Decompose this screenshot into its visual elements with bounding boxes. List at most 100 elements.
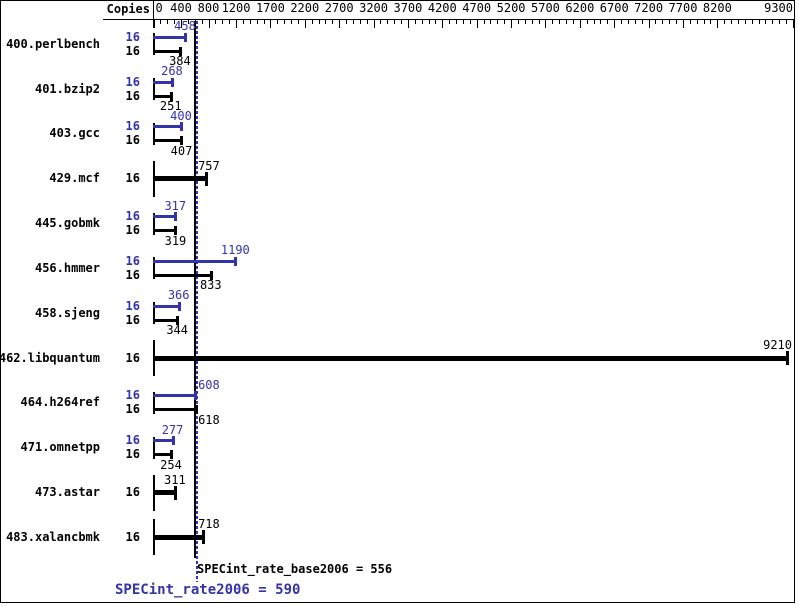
axis-minor-tick <box>497 20 499 24</box>
peak-value-label: 366 <box>167 288 190 303</box>
copies-value: 16 <box>125 253 140 268</box>
axis-major-tick <box>407 20 409 28</box>
axis-major-tick <box>579 20 581 28</box>
base-value-label: 9210 <box>763 338 793 353</box>
base-bar <box>152 453 171 457</box>
axis-minor-tick <box>572 20 574 24</box>
axis-minor-tick <box>387 20 389 24</box>
axis-minor-tick <box>263 20 265 24</box>
summary-peak-text: SPECint_rate2006 = 590 <box>115 582 301 598</box>
benchmark-label: 445.gobmk <box>34 216 100 231</box>
peak-value-label: 400 <box>170 108 192 123</box>
bar-start-serif <box>152 212 155 235</box>
benchmark-label: 471.omnetpp <box>20 440 100 455</box>
axis-minor-tick <box>215 20 217 24</box>
base-bar-cap <box>194 405 198 415</box>
peak-bar-cap <box>177 301 181 311</box>
axis-major-tick <box>373 20 375 28</box>
copies-value: 16 <box>125 447 140 462</box>
axis-minor-tick <box>758 20 760 24</box>
axis-tick-label: 0 <box>155 1 163 15</box>
axis-tick-label: 5700 <box>531 1 560 15</box>
axis-minor-tick <box>421 20 423 24</box>
axis-minor-tick <box>256 20 258 24</box>
axis-minor-tick <box>627 20 629 24</box>
peak-value-label: 268 <box>161 64 183 79</box>
peak-bar <box>152 80 172 84</box>
copies-value: 16 <box>125 223 140 238</box>
base-value-label: 718 <box>198 517 220 532</box>
base-bar <box>152 139 182 143</box>
axis-tick-label: 1700 <box>255 1 285 15</box>
axis-minor-tick <box>297 20 299 24</box>
benchmark-label: 458.sjeng <box>34 305 100 320</box>
axis-minor-tick <box>676 20 678 24</box>
axis-major-tick <box>545 20 547 28</box>
base-value-label: 319 <box>164 233 187 248</box>
axis-minor-tick <box>167 20 169 24</box>
benchmark-label: 456.hmmer <box>34 260 100 275</box>
axis-minor-tick <box>174 20 176 24</box>
copies-value: 16 <box>125 298 140 313</box>
base-bar-cap <box>174 226 178 236</box>
axis-minor-tick <box>538 20 540 24</box>
copies-value: 16 <box>125 485 140 499</box>
base-bar-cap <box>209 270 213 280</box>
axis-minor-tick <box>366 20 368 24</box>
peak-bar-cap <box>183 32 187 42</box>
axis-minor-tick <box>621 20 623 24</box>
copies-value: 16 <box>125 312 140 327</box>
axis-minor-tick <box>291 20 293 24</box>
base-bar <box>152 273 211 277</box>
copies-value: 16 <box>125 267 140 282</box>
benchmark-label: 462.libquantum <box>0 350 100 365</box>
axis-major-tick <box>442 20 444 28</box>
axis-tick-label: 400 <box>170 1 192 15</box>
axis-minor-tick <box>449 20 451 24</box>
axis-minor-tick <box>524 20 526 24</box>
axis-minor-tick <box>607 20 609 24</box>
base-value-label: 384 <box>169 54 191 69</box>
x-axis-line <box>103 19 794 20</box>
peak-bar-cap <box>234 256 238 266</box>
bar-start-serif <box>152 302 155 325</box>
axis-minor-tick <box>456 20 458 24</box>
axis-tick-label: 800 <box>197 1 220 15</box>
axis-minor-tick <box>332 20 334 24</box>
base-value-label: 407 <box>170 143 193 158</box>
axis-minor-tick <box>277 20 279 24</box>
axis-minor-tick <box>249 20 251 24</box>
peak-bar-cap <box>180 122 183 132</box>
axis-minor-tick <box>731 20 733 24</box>
axis-tick-label: 1200 <box>221 1 251 15</box>
axis-minor-tick <box>222 20 224 24</box>
axis-minor-tick <box>765 20 767 24</box>
axis-minor-tick <box>552 20 554 24</box>
peak-bar-cap <box>174 212 178 222</box>
axis-minor-tick <box>641 20 643 24</box>
benchmark-label: 429.mcf <box>49 171 100 186</box>
base-bar <box>152 534 203 540</box>
axis-tick-label: 4200 <box>427 1 457 15</box>
axis-minor-tick <box>710 20 712 24</box>
base-bar-cap <box>173 485 177 500</box>
axis-minor-tick <box>311 20 313 24</box>
bar-start-serif <box>152 257 155 280</box>
axis-tick-label: 5200 <box>496 1 526 15</box>
axis-minor-tick <box>531 20 533 24</box>
axis-major-tick <box>476 20 478 28</box>
peak-bar-cap <box>170 77 174 87</box>
axis-tick-label: 3200 <box>359 1 388 15</box>
peak-value-label: 317 <box>164 198 187 213</box>
base-bar-cap <box>169 450 173 460</box>
base-value-label: 311 <box>164 472 186 487</box>
base-bar <box>152 49 180 53</box>
peak-bar-cap <box>171 436 175 446</box>
axis-minor-tick <box>318 20 320 24</box>
copies-value: 16 <box>125 433 140 448</box>
axis-minor-tick <box>504 20 506 24</box>
axis-minor-tick <box>593 20 595 24</box>
benchmark-label: 401.bzip2 <box>34 81 100 96</box>
